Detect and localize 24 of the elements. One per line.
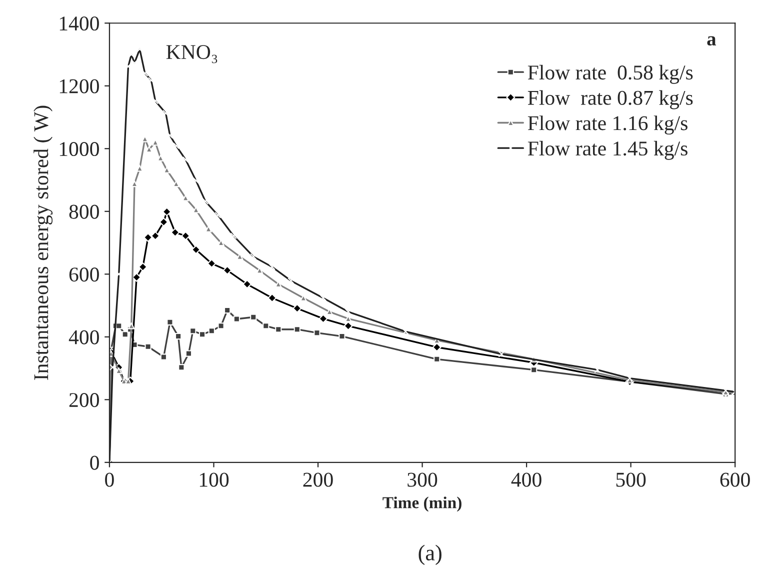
y-tick-label: 200 bbox=[69, 393, 99, 408]
x-tick-label: 400 bbox=[511, 472, 542, 487]
legend-label: Flow rate 1.45 kg/s bbox=[528, 140, 688, 160]
x-tick-label: 100 bbox=[200, 472, 229, 487]
annotation: a bbox=[707, 36, 716, 46]
x-tick-label: 200 bbox=[303, 472, 333, 487]
legend-label: Flow rate 0.87 kg/s bbox=[528, 90, 693, 110]
x-tick-label: 600 bbox=[720, 472, 750, 487]
x-tick-label: 0 bbox=[105, 472, 114, 487]
annotation: KNO₃ bbox=[166, 45, 218, 64]
y-tick-label: 800 bbox=[69, 204, 99, 219]
x-axis-title: Time (min) bbox=[382, 496, 462, 512]
y-tick-label: 1400 bbox=[60, 16, 99, 31]
y-tick-label: 400 bbox=[68, 330, 99, 344]
y-axis-title: Instantaneous energy stored ( W) bbox=[34, 106, 53, 380]
text: (a) bbox=[418, 544, 442, 565]
x-tick-label: 300 bbox=[408, 472, 438, 487]
legend-label: Flow rate 1.16 kg/s bbox=[528, 116, 688, 135]
y-tick-label: 0 bbox=[90, 456, 99, 470]
y-tick-label: 1000 bbox=[60, 142, 99, 156]
y-tick-label: 600 bbox=[69, 268, 99, 282]
legend-label: Flow rate 0.58 kg/s bbox=[528, 64, 693, 84]
x-tick-label: 500 bbox=[616, 472, 646, 487]
y-tick-label: 1200 bbox=[60, 79, 99, 94]
